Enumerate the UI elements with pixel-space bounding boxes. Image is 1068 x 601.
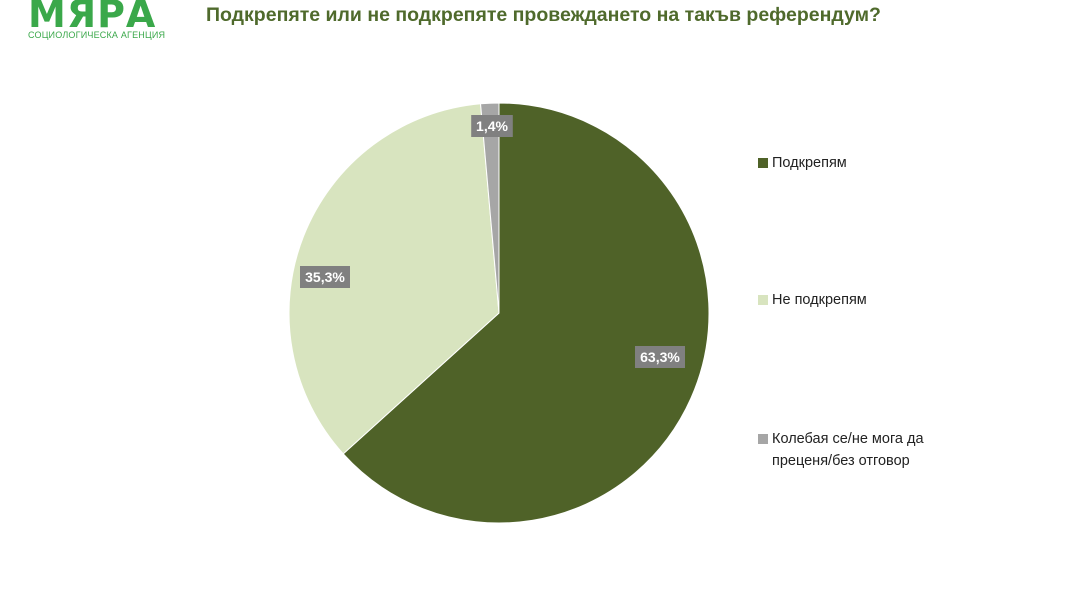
legend-item-undecided: Колебая се/не мога да преценя/без отгово… (758, 428, 962, 472)
legend-swatch (758, 295, 768, 305)
data-label-box (635, 346, 685, 368)
legend-swatch (758, 434, 768, 444)
data-label-box (471, 115, 513, 137)
data-label-text: 35,3% (305, 269, 345, 285)
data-label: 63,3% (635, 346, 685, 368)
pie-slice (480, 102, 500, 314)
data-label: 35,3% (300, 266, 350, 288)
legend-swatch (758, 158, 768, 168)
legend-label: Колебая се/не мога да преценя/без отгово… (772, 431, 924, 469)
data-label-text: 63,3% (640, 349, 680, 365)
pie-slice (288, 103, 500, 455)
logo: МЯРА СОЦИОЛОГИЧЕСКА АГЕНЦИЯ (28, 0, 178, 42)
chart-title: Подкрепяте или не подкрепяте провежданет… (206, 4, 881, 26)
legend-label: Подкрепям (772, 155, 847, 171)
legend-label: Не подкрепям (772, 292, 867, 308)
data-label-text: 1,4% (476, 118, 508, 134)
legend-item-oppose: Не подкрепям (758, 289, 962, 311)
data-label-box (300, 266, 350, 288)
data-label: 1,4% (471, 115, 513, 137)
legend-item-support: Подкрепям (758, 152, 962, 174)
pie-slice (342, 102, 710, 524)
logo-wordmark: МЯРА (28, 0, 157, 36)
logo-tagline: СОЦИОЛОГИЧЕСКА АГЕНЦИЯ (28, 30, 166, 40)
